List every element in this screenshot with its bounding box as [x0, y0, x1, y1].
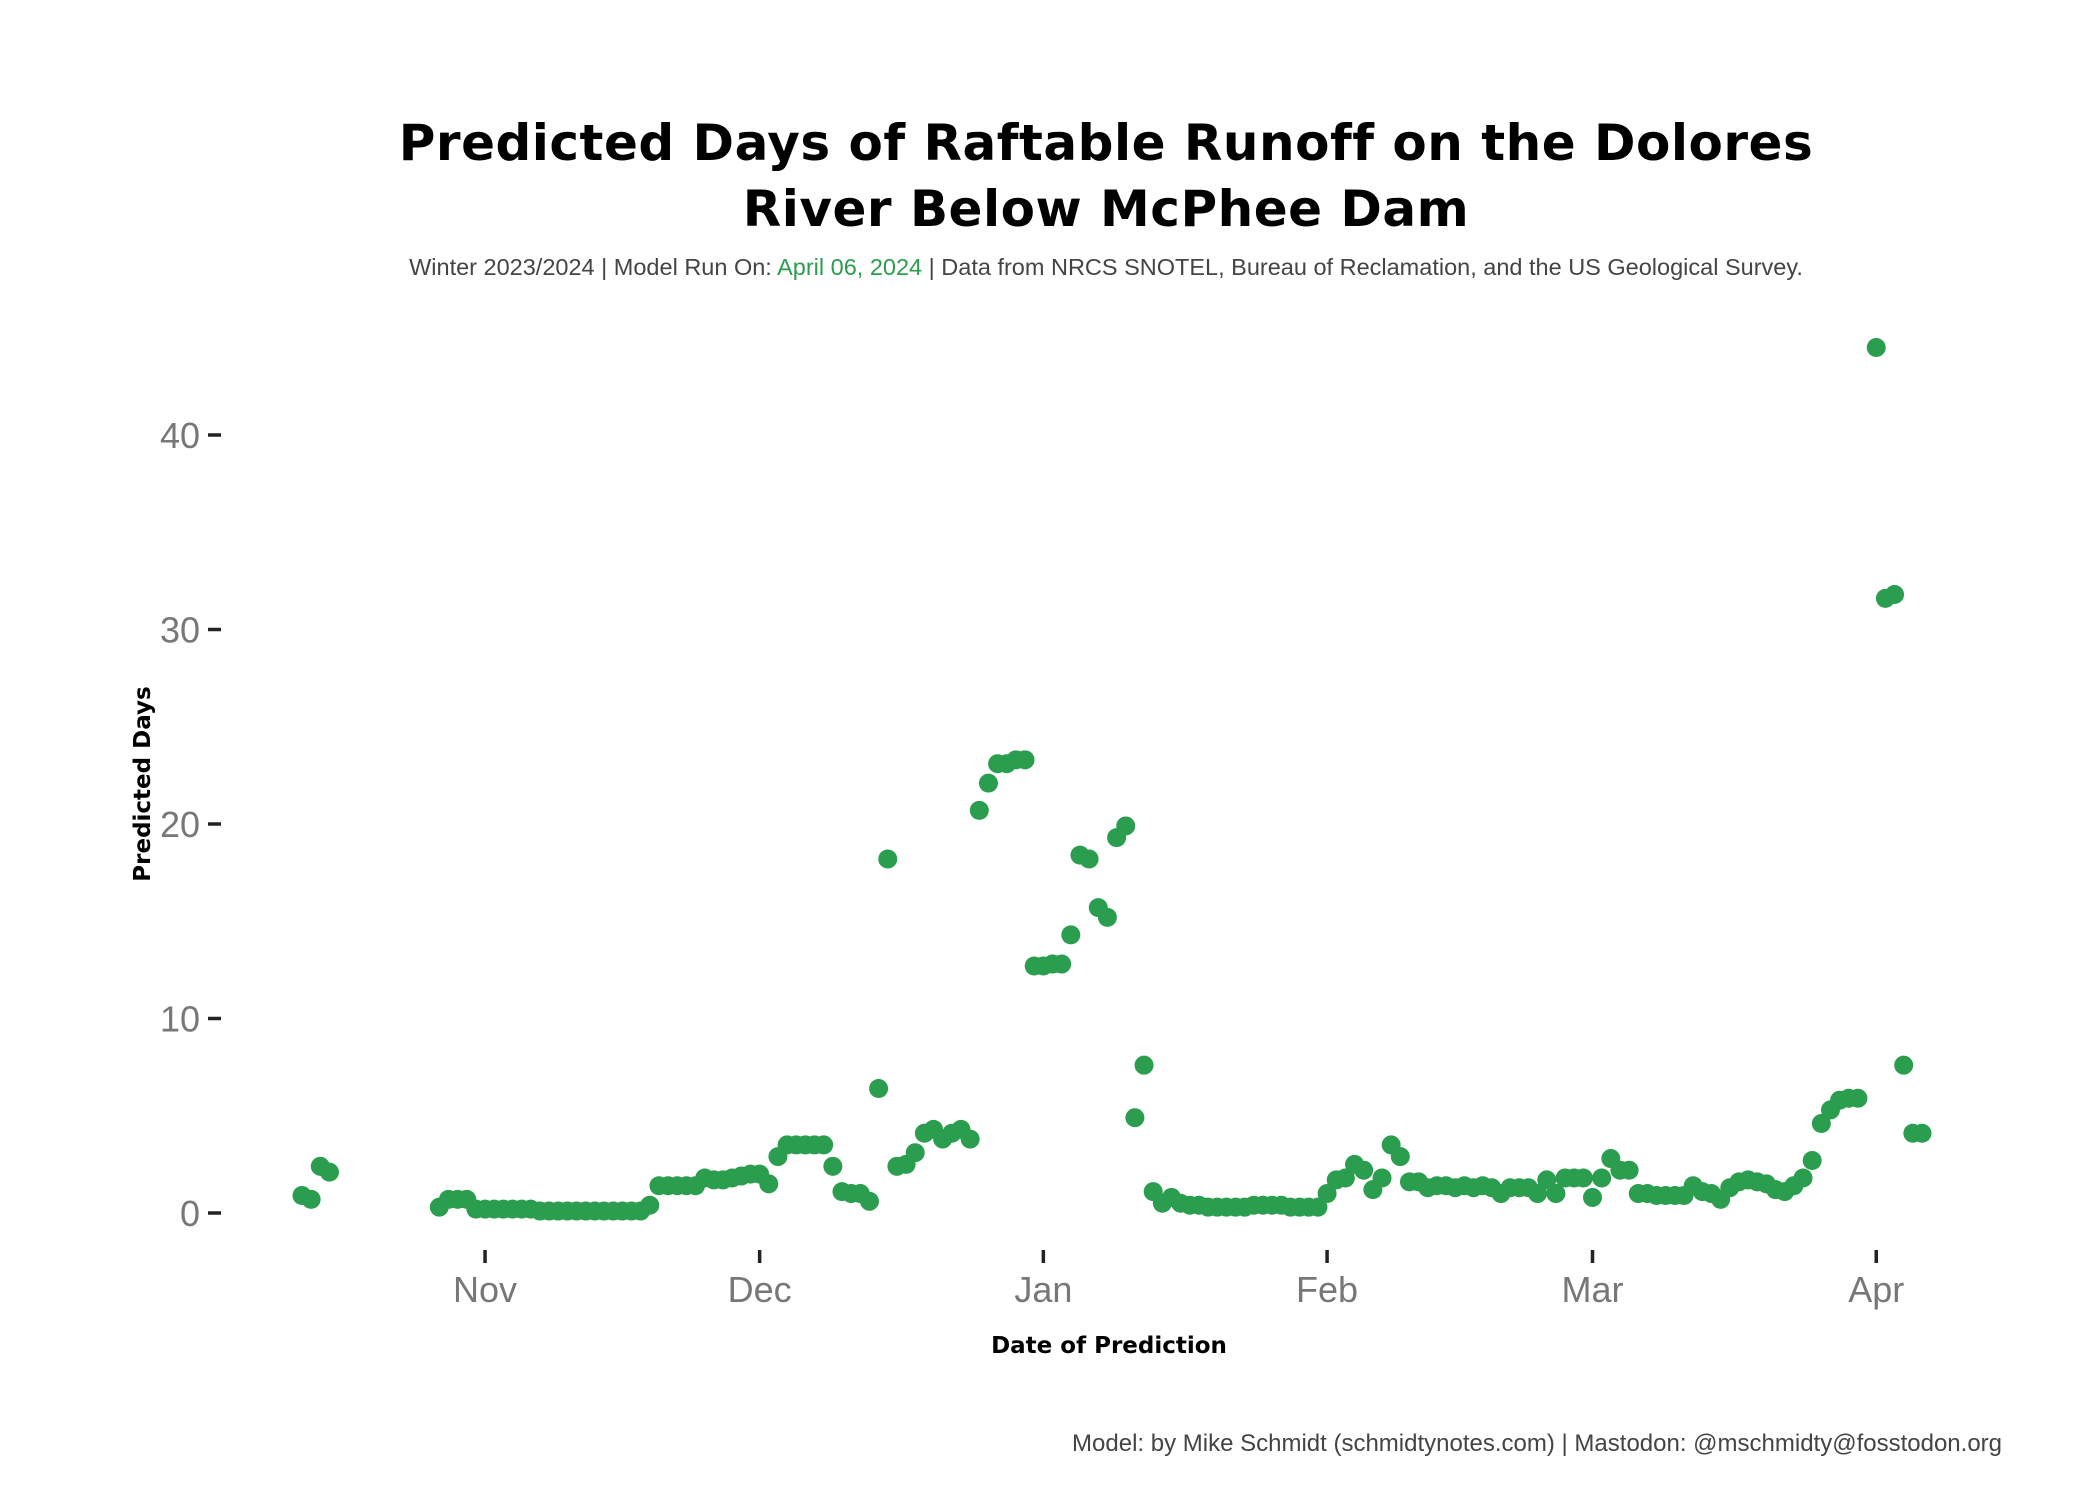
data-point — [1866, 337, 1886, 357]
data-point — [1335, 1168, 1355, 1188]
data-point — [1116, 816, 1136, 836]
data-point — [1793, 1168, 1813, 1188]
data-point — [969, 800, 989, 820]
x-axis: Nov Dec Jan Feb Mar Apr — [453, 1250, 1904, 1310]
data-point — [1308, 1197, 1328, 1217]
data-point — [1573, 1168, 1593, 1188]
y-tick-label: 0 — [180, 1193, 200, 1234]
y-tick-label: 30 — [160, 610, 200, 651]
chart-title: Predicted Days of Raftable Runoff on the… — [0, 110, 2100, 242]
chart-subtitle: Winter 2023/2024 | Model Run On: April 0… — [0, 254, 2100, 281]
data-point — [1125, 1108, 1145, 1128]
data-point — [869, 1079, 889, 1099]
x-tick-label: Dec — [728, 1269, 792, 1310]
data-point — [1546, 1184, 1566, 1204]
data-point — [1912, 1123, 1932, 1143]
y-tick-label: 40 — [160, 415, 200, 456]
data-point — [1354, 1160, 1374, 1180]
data-point — [859, 1191, 879, 1211]
chart-title-line-2: River Below McPhee Dam — [742, 180, 1470, 238]
data-points — [292, 337, 1932, 1221]
model-credit-caption: Model: by Mike Schmidt (schmidtynotes.co… — [1072, 1430, 2002, 1457]
y-axis: 0 10 20 30 40 — [160, 415, 221, 1234]
data-point — [1583, 1187, 1603, 1207]
data-point — [878, 849, 898, 869]
x-tick-label: Nov — [453, 1269, 517, 1310]
data-point — [1052, 954, 1072, 974]
x-axis-title: Date of Prediction — [991, 1333, 1227, 1359]
data-point — [814, 1135, 834, 1155]
data-point — [1537, 1170, 1557, 1190]
data-point — [1894, 1055, 1914, 1075]
x-tick-label: Apr — [1848, 1269, 1904, 1310]
data-point — [1390, 1147, 1410, 1167]
y-tick-label: 20 — [160, 804, 200, 845]
subtitle-prefix: Winter 2023/2024 | Model Run On: — [409, 254, 778, 280]
data-point — [823, 1156, 843, 1176]
data-point — [319, 1162, 339, 1182]
x-tick-label: Feb — [1296, 1269, 1358, 1310]
title-block: Predicted Days of Raftable Runoff on the… — [0, 110, 2100, 281]
chart-title-line-1: Predicted Days of Raftable Runoff on the… — [398, 114, 1814, 172]
data-point — [1097, 907, 1117, 927]
data-point — [1372, 1168, 1392, 1188]
data-point — [978, 773, 998, 793]
model-run-date: April 06, 2024 — [777, 254, 923, 280]
data-point — [960, 1129, 980, 1149]
data-point — [1619, 1160, 1639, 1180]
data-point — [1061, 925, 1081, 945]
data-point — [1528, 1184, 1548, 1204]
data-point — [1317, 1184, 1337, 1204]
data-point — [640, 1195, 660, 1215]
data-point — [301, 1189, 321, 1209]
data-point — [1811, 1114, 1831, 1134]
y-axis-title: Predicted Days — [130, 686, 156, 881]
x-tick-label: Jan — [1014, 1269, 1072, 1310]
data-point — [1592, 1168, 1612, 1188]
y-tick-label: 10 — [160, 999, 200, 1040]
data-point — [1079, 849, 1099, 869]
data-point — [1885, 584, 1905, 604]
data-point — [1134, 1055, 1154, 1075]
data-point — [1848, 1088, 1868, 1108]
subtitle-suffix: | Data from NRCS SNOTEL, Bureau of Recla… — [922, 254, 1803, 280]
data-point — [1015, 750, 1035, 770]
x-tick-label: Mar — [1562, 1269, 1624, 1310]
data-point — [1802, 1150, 1822, 1170]
data-point — [905, 1143, 925, 1163]
data-point — [759, 1174, 779, 1194]
